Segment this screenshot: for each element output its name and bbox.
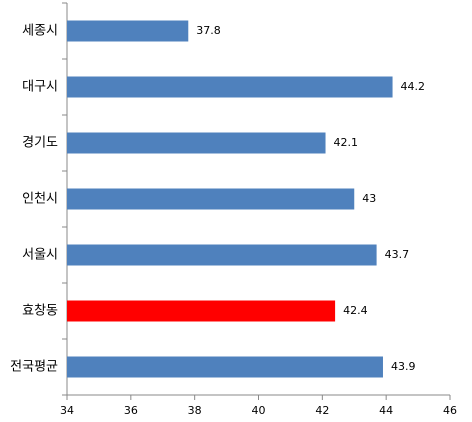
bar bbox=[67, 356, 383, 378]
category-label: 효창동 bbox=[22, 304, 58, 319]
value-label: 42.4 bbox=[343, 304, 368, 317]
x-tick-label: 46 bbox=[443, 404, 457, 417]
category-label: 대구시 bbox=[22, 80, 58, 95]
value-label: 43.9 bbox=[391, 360, 416, 373]
bar bbox=[67, 188, 355, 210]
category-label: 세종시 bbox=[22, 24, 58, 39]
category-label: 인천시 bbox=[22, 192, 58, 207]
x-tick-label: 38 bbox=[188, 404, 202, 417]
value-label: 42.1 bbox=[334, 136, 359, 149]
bar bbox=[67, 132, 326, 154]
x-tick-label: 40 bbox=[252, 404, 266, 417]
x-tick-label: 44 bbox=[379, 404, 393, 417]
bar bbox=[67, 300, 336, 322]
category-label: 서울시 bbox=[22, 248, 58, 263]
bar bbox=[67, 244, 377, 266]
value-label: 43.7 bbox=[385, 248, 410, 261]
x-tick-label: 36 bbox=[124, 404, 138, 417]
category-label: 전국평균 bbox=[10, 360, 58, 375]
x-tick-label: 42 bbox=[315, 404, 329, 417]
value-label: 44.2 bbox=[401, 80, 426, 93]
value-label: 43 bbox=[362, 192, 376, 205]
value-label: 37.8 bbox=[196, 24, 221, 37]
category-label: 경기도 bbox=[22, 136, 58, 151]
bar bbox=[67, 76, 393, 98]
x-tick-label: 34 bbox=[60, 404, 74, 417]
bar bbox=[67, 20, 189, 42]
